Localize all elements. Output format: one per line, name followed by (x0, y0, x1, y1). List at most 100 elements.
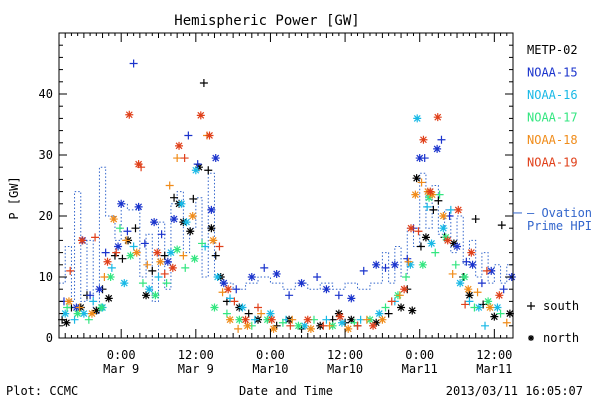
north-point (78, 236, 87, 245)
north-point (421, 233, 430, 242)
north-point (168, 263, 177, 272)
north-point (79, 309, 88, 318)
x-tick-label: 0:00 (256, 348, 285, 362)
north-point (205, 131, 214, 140)
north-point (109, 215, 118, 224)
south-point (473, 288, 482, 297)
legend-noaa-19: NOAA-19 (527, 156, 578, 170)
south-point (226, 294, 235, 303)
north-point (145, 285, 154, 294)
plot-frame (58, 32, 514, 339)
south-point (86, 291, 95, 300)
north-point (347, 294, 356, 303)
north-point (153, 248, 162, 257)
north-point (337, 318, 346, 327)
south-point (482, 266, 491, 275)
south-point (417, 178, 426, 187)
south-point (180, 154, 189, 163)
north-point (87, 309, 96, 318)
legend-metp-02: METP-02 (527, 43, 578, 57)
south-point (70, 315, 79, 324)
south-point (471, 215, 480, 224)
north-point (62, 318, 71, 327)
north-point (235, 315, 244, 324)
north-point (267, 315, 276, 324)
south-point (313, 273, 322, 281)
north-point (474, 303, 483, 312)
south-point (278, 318, 287, 327)
north-point (173, 245, 182, 254)
south-point (250, 315, 259, 324)
x-axis-label: Date and Time (239, 384, 333, 398)
north-point (407, 224, 416, 233)
x-tick-label: Mar11 (476, 362, 512, 376)
north-point (467, 248, 476, 257)
south-point (157, 230, 166, 239)
south-point (448, 269, 457, 278)
north-point (132, 248, 141, 257)
legend-plus-symbol (527, 302, 535, 310)
south-point (230, 297, 239, 306)
north-point (418, 260, 427, 269)
north-point (243, 321, 252, 330)
x-tick-label: Mar10 (252, 362, 288, 376)
north-point (106, 273, 115, 281)
north-point (464, 285, 473, 294)
north-point (150, 218, 159, 227)
x-tick-label: 12:00 (327, 348, 363, 362)
south-point (193, 160, 202, 169)
north-point (433, 144, 442, 153)
north-point (188, 212, 197, 220)
south-point (497, 221, 506, 230)
south-point (254, 303, 263, 312)
south-point (414, 227, 423, 236)
south-point (434, 196, 443, 205)
south-point (334, 291, 343, 300)
north-point (428, 190, 437, 199)
north-point (266, 309, 275, 318)
x-tick-label: 12:00 (178, 348, 214, 362)
south-point (154, 273, 163, 281)
north-point (238, 303, 247, 312)
north-point (125, 110, 134, 119)
north-point (426, 187, 435, 196)
y-tick-label: 30 (39, 148, 53, 162)
south-point (160, 251, 169, 260)
north-point (224, 285, 233, 294)
south-point (211, 251, 220, 260)
north-point (92, 306, 101, 315)
north-point (334, 309, 343, 318)
legend-noaa-16: NOAA-16 (527, 88, 578, 102)
south-point (381, 303, 390, 312)
north-point (207, 224, 216, 233)
south-point (322, 315, 331, 324)
south-point (429, 205, 438, 214)
north-point (196, 111, 205, 120)
south-point (91, 233, 100, 242)
south-point (112, 248, 121, 257)
north-point (375, 309, 384, 318)
north-point (433, 113, 442, 122)
north-point (117, 199, 126, 208)
south-point (75, 303, 84, 312)
north-point (126, 251, 135, 260)
south-point (477, 279, 486, 288)
south-point (199, 79, 208, 88)
legend-noaa-15: NOAA-15 (527, 66, 578, 80)
north-point (166, 248, 175, 257)
north-point (485, 303, 494, 312)
legend: METP-02 NOAA-15 NOAA-16 NOAA-17 NOAA-18 NOAA-… (513, 43, 592, 345)
south-point (115, 224, 124, 233)
x-tick-label: 12:00 (476, 348, 512, 362)
north-point (210, 303, 219, 312)
south-point (165, 181, 174, 190)
south-point (420, 154, 429, 163)
north-point (211, 154, 220, 163)
south-point (118, 254, 127, 263)
north-point (95, 285, 104, 294)
south-point (170, 193, 179, 202)
north-point (415, 154, 424, 163)
series-noaa-17 (63, 190, 505, 330)
north-point (247, 273, 256, 281)
x-tick-label: Mar11 (402, 362, 438, 376)
